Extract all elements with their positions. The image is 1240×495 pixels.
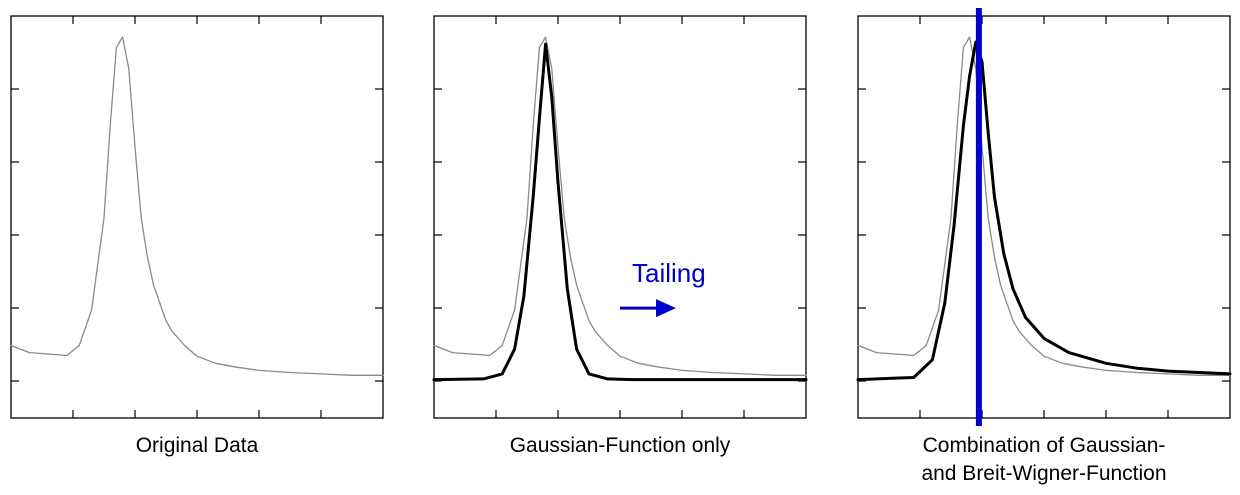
caption-gaussian-breit-wigner: Combination of Gaussian-and Breit-Wigner… (858, 432, 1230, 488)
fit-curve (432, 42, 808, 382)
panel-original-data (10, 15, 384, 419)
panel-gaussian-breit-wigner (856, 8, 1232, 426)
caption-text: Combination of Gaussian-and Breit-Wigner… (858, 432, 1230, 488)
plot-frame (10, 15, 384, 419)
caption-original-data: Original Data (11, 432, 383, 460)
plot-frame (857, 15, 1231, 419)
measured-curve (857, 36, 1231, 376)
caption-line: Combination of Gaussian- (922, 434, 1166, 457)
panel-gaussian-only: Tailing (432, 15, 808, 419)
plot-frame (433, 15, 807, 419)
caption-text: Original Data (135, 434, 259, 457)
tailing-arrow-head (656, 299, 676, 318)
tailing-label: Tailing (632, 258, 706, 288)
caption-line: and Breit-Wigner-Function (921, 462, 1167, 485)
caption-text: Gaussian-Function only (509, 434, 731, 457)
caption-gaussian-only: Gaussian-Function only (434, 432, 806, 460)
fit-curve (856, 40, 1232, 382)
measured-curve (10, 36, 384, 376)
measured-curve (433, 36, 807, 376)
